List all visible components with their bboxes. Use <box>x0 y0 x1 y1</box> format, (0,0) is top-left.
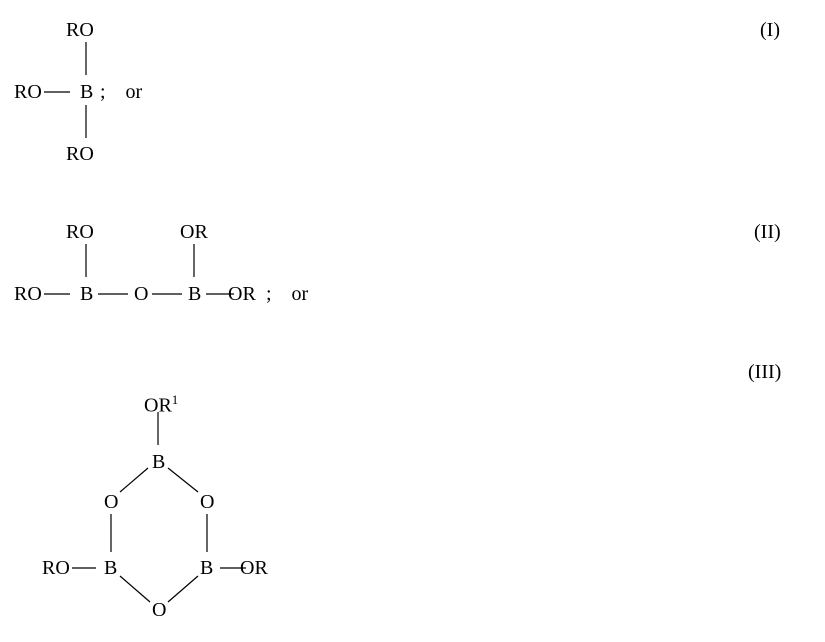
roman-I: (I) <box>760 20 780 40</box>
bond <box>168 468 198 492</box>
atom-RO-top-1: RO <box>66 20 94 40</box>
atom-RO-topL-2: RO <box>66 222 94 242</box>
atom-O-left-3: O <box>104 492 118 512</box>
atom-RO-bot-1: RO <box>66 144 94 164</box>
atom-B-botR-3: B <box>200 558 213 578</box>
bond <box>168 576 198 602</box>
atom-OR-right-2: OR <box>228 284 256 304</box>
roman-III: (III) <box>748 362 781 382</box>
atom-OR-right-3: OR <box>240 558 268 578</box>
roman-II: (II) <box>754 222 781 242</box>
atom-OR-topR-2: OR <box>180 222 208 242</box>
bond <box>120 576 150 602</box>
bond <box>120 468 148 492</box>
atom-B-left-2: B <box>80 284 93 304</box>
atom-RO-left-3: RO <box>42 558 70 578</box>
atom-O-right-3: O <box>200 492 214 512</box>
atom-B-top-3: B <box>152 452 165 472</box>
suffix-or-1: ; or <box>100 82 142 102</box>
atom-B-botL-3: B <box>104 558 117 578</box>
atom-OR1-3: OR1 <box>144 390 178 416</box>
suffix-or-2: ; or <box>266 284 308 304</box>
atom-O-bot-3: O <box>152 600 166 620</box>
atom-B-right-2: B <box>188 284 201 304</box>
atom-RO-left-1: RO <box>14 82 42 102</box>
atom-O-mid-2: O <box>134 284 148 304</box>
atom-RO-left-2: RO <box>14 284 42 304</box>
atom-B-1: B <box>80 82 93 102</box>
